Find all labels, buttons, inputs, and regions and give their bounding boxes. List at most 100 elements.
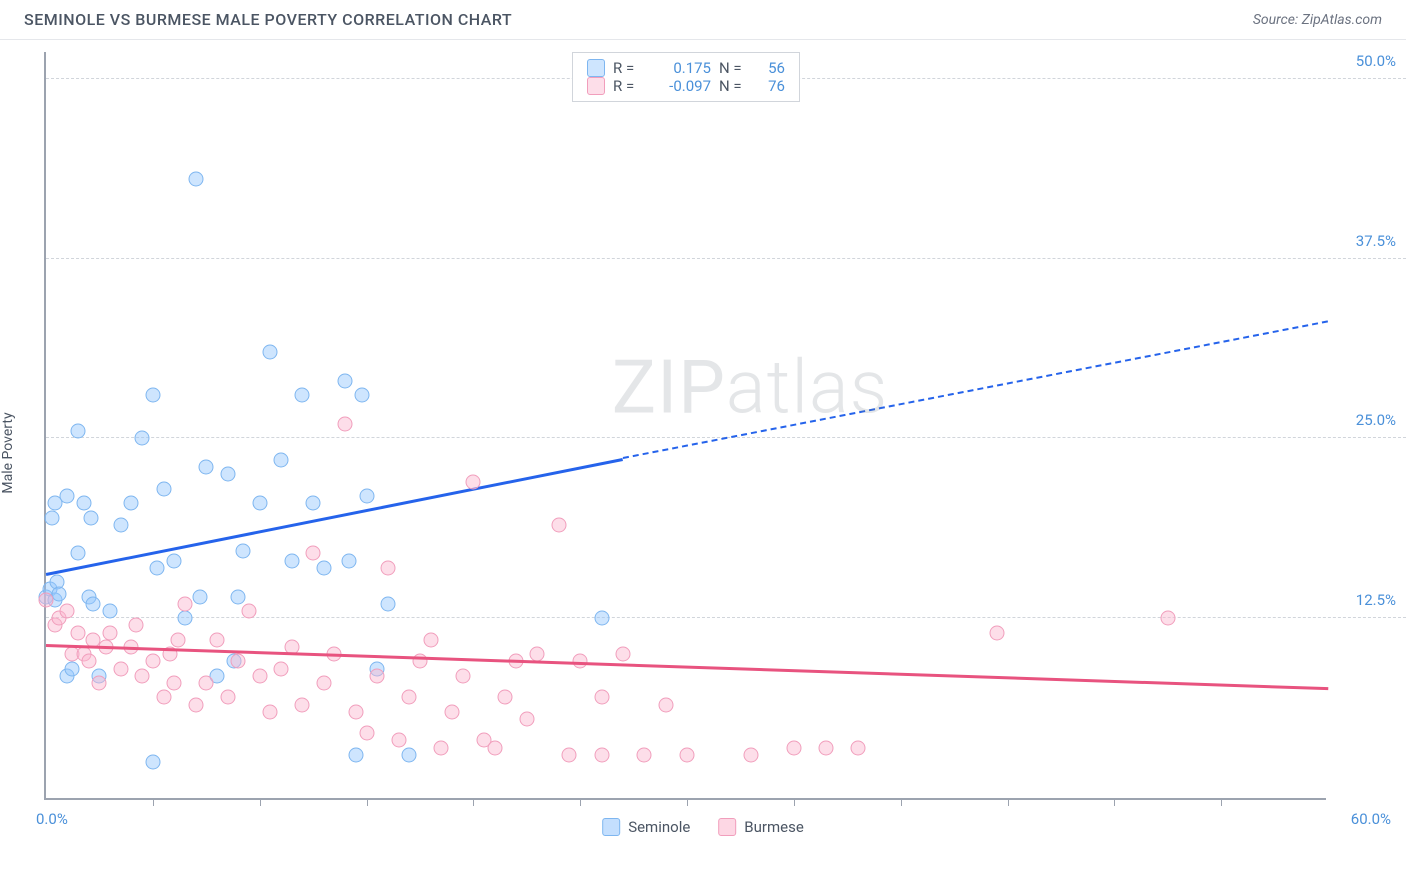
x-tick: [1114, 798, 1115, 806]
data-point: [342, 553, 357, 568]
data-point: [128, 618, 143, 633]
data-point: [355, 388, 370, 403]
data-point: [348, 704, 363, 719]
data-point: [71, 625, 86, 640]
data-point: [209, 632, 224, 647]
data-point: [171, 632, 186, 647]
data-point: [252, 668, 267, 683]
x-tick: [1008, 798, 1009, 806]
data-point: [594, 611, 609, 626]
data-point: [658, 697, 673, 712]
legend-item: Burmese: [718, 818, 804, 836]
trend-line: [623, 321, 1329, 460]
chart-source: Source: ZipAtlas.com: [1253, 12, 1382, 28]
data-point: [348, 747, 363, 762]
y-tick-label: 37.5%: [1356, 232, 1396, 250]
data-point: [551, 517, 566, 532]
data-point: [338, 373, 353, 388]
x-tick: [260, 798, 261, 806]
data-point: [71, 546, 86, 561]
data-point: [306, 496, 321, 511]
data-point: [455, 668, 470, 683]
legend-label: Seminole: [628, 818, 690, 836]
data-point: [64, 661, 79, 676]
data-point: [241, 604, 256, 619]
data-point: [156, 481, 171, 496]
data-point: [786, 740, 801, 755]
data-point: [680, 747, 695, 762]
data-point: [167, 553, 182, 568]
legend-swatch: [602, 818, 620, 836]
chart-header: SEMINOLE VS BURMESE MALE POVERTY CORRELA…: [0, 0, 1406, 40]
data-point: [263, 345, 278, 360]
watermark: ZIPatlas: [612, 344, 888, 431]
data-point: [359, 488, 374, 503]
x-tick: [687, 798, 688, 806]
data-point: [637, 747, 652, 762]
n-label: N =: [719, 59, 747, 77]
data-point: [113, 517, 128, 532]
data-point: [284, 553, 299, 568]
series-legend: Seminole Burmese: [602, 818, 804, 836]
legend-swatch: [587, 77, 605, 95]
data-point: [391, 733, 406, 748]
y-axis-label: Male Poverty: [0, 412, 16, 493]
data-point: [192, 589, 207, 604]
data-point: [850, 740, 865, 755]
scatter-plot: ZIPatlas R =0.175N =56R =-0.097N =76 0.0…: [44, 52, 1326, 800]
n-label: N =: [719, 77, 747, 95]
data-point: [231, 589, 246, 604]
x-tick: [580, 798, 581, 806]
data-point: [444, 704, 459, 719]
data-point: [235, 543, 250, 558]
data-point: [519, 711, 534, 726]
data-point: [295, 697, 310, 712]
data-point: [594, 747, 609, 762]
data-point: [77, 496, 92, 511]
data-point: [498, 690, 513, 705]
data-point: [562, 747, 577, 762]
data-point: [60, 604, 75, 619]
data-point: [744, 747, 759, 762]
r-value: 0.175: [649, 59, 711, 77]
data-point: [338, 417, 353, 432]
data-point: [274, 661, 289, 676]
x-axis-min-label: 0.0%: [36, 810, 68, 828]
data-point: [231, 654, 246, 669]
x-tick: [153, 798, 154, 806]
data-point: [177, 611, 192, 626]
data-point: [423, 632, 438, 647]
x-tick: [901, 798, 902, 806]
data-point: [402, 747, 417, 762]
data-point: [594, 690, 609, 705]
data-point: [487, 740, 502, 755]
data-point: [359, 726, 374, 741]
data-point: [306, 546, 321, 561]
data-point: [45, 510, 60, 525]
legend-swatch: [718, 818, 736, 836]
y-tick-label: 50.0%: [1356, 52, 1396, 70]
x-tick: [473, 798, 474, 806]
data-point: [145, 388, 160, 403]
data-point: [81, 654, 96, 669]
r-value: -0.097: [649, 77, 711, 95]
legend-label: Burmese: [744, 818, 804, 836]
x-tick: [367, 798, 368, 806]
r-label: R =: [613, 77, 641, 95]
x-axis-max-label: 60.0%: [1351, 810, 1391, 828]
data-point: [124, 496, 139, 511]
data-point: [380, 596, 395, 611]
data-point: [39, 592, 54, 607]
legend-row: R =0.175N =56: [587, 59, 785, 77]
legend-item: Seminole: [602, 818, 690, 836]
data-point: [51, 586, 66, 601]
data-point: [145, 654, 160, 669]
data-point: [252, 496, 267, 511]
data-point: [113, 661, 128, 676]
data-point: [199, 460, 214, 475]
data-point: [167, 675, 182, 690]
data-point: [274, 452, 289, 467]
data-point: [83, 510, 98, 525]
data-point: [156, 690, 171, 705]
data-point: [71, 424, 86, 439]
